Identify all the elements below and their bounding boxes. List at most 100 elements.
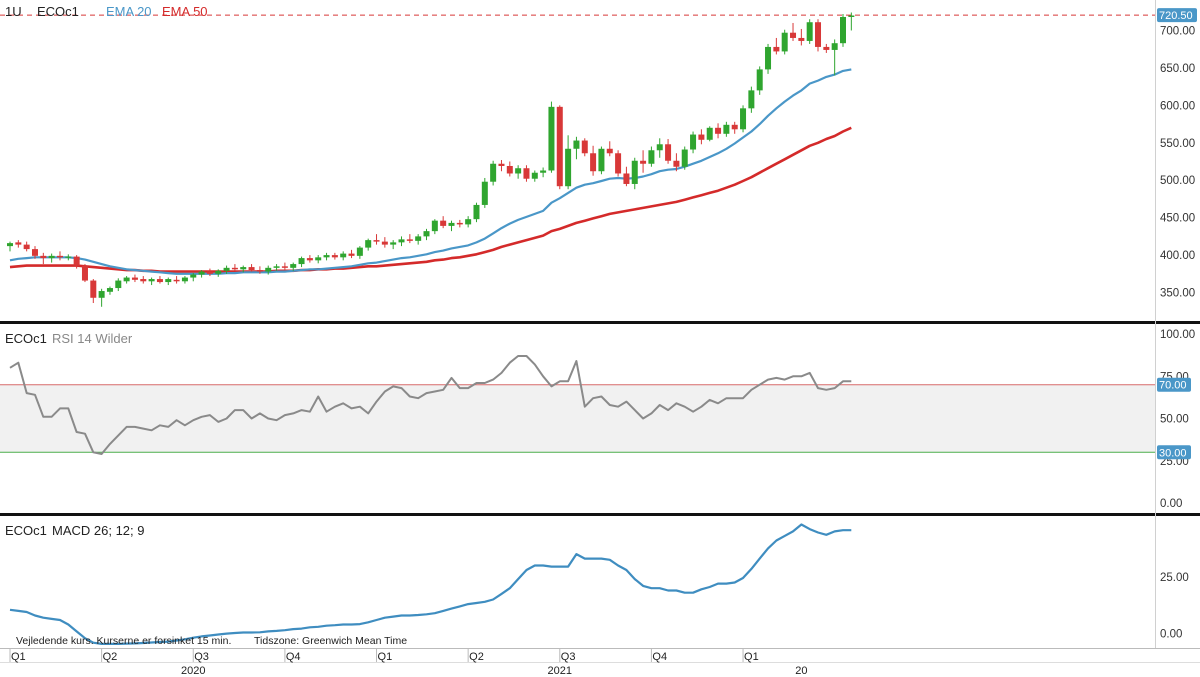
quarter-label: Q2: [103, 651, 118, 663]
candle-down: [590, 145, 597, 176]
timezone-note: Tidszone: Greenwich Mean Time: [254, 635, 407, 647]
candle-body: [540, 170, 547, 173]
candle-up: [223, 265, 230, 274]
rsi-legend-label[interactable]: RSI 14 Wilder: [52, 331, 133, 346]
candle-down: [640, 150, 647, 173]
quarter-label: Q1: [378, 651, 393, 663]
candle-body: [756, 69, 763, 91]
candle-down: [56, 251, 63, 261]
candle-down: [731, 121, 738, 134]
price-y-tick: 700.00: [1160, 25, 1195, 37]
candle-body: [65, 256, 72, 258]
quarter-label: Q2: [469, 651, 484, 663]
price-panel[interactable]: 350.00 400.00 450.00 500.00 550.00 600.00 650.…: [0, 0, 1197, 322]
candle-up: [398, 236, 405, 247]
candle-body: [506, 165, 513, 174]
ema-20-legend[interactable]: EMA 20: [106, 4, 152, 19]
candle-up: [423, 228, 430, 241]
candle-body: [581, 140, 588, 154]
candle-body: [231, 267, 238, 270]
quarter-label: Q1: [744, 651, 759, 663]
price-plot-area[interactable]: [0, 0, 1155, 322]
candle-down: [440, 216, 447, 229]
candle-down: [306, 255, 313, 263]
candle-body: [515, 168, 522, 174]
price-y-tick: 350.00: [1160, 288, 1195, 300]
interval-label[interactable]: 1U: [5, 4, 22, 19]
candle-up: [273, 264, 280, 271]
candle-up: [265, 265, 272, 275]
candle-body: [398, 239, 405, 243]
price-y-tick: 600.00: [1160, 100, 1195, 112]
candle-body: [31, 249, 38, 256]
price-y-tick: 550.00: [1160, 138, 1195, 150]
candle-body: [165, 279, 172, 283]
candle-down: [823, 43, 830, 53]
candle-down: [331, 252, 338, 260]
candle-up: [706, 126, 713, 142]
candle-down: [348, 249, 355, 259]
candle-down: [206, 268, 213, 277]
candle-down: [715, 123, 722, 139]
candle-body: [140, 279, 147, 282]
candle-body: [798, 37, 805, 41]
candle-up: [48, 253, 55, 263]
candle-body: [15, 242, 22, 245]
candle-body: [606, 148, 613, 154]
candle-body: [481, 181, 488, 205]
macd-symbol: ECOc1: [5, 523, 47, 538]
candle-body: [406, 239, 413, 241]
candle-body: [356, 247, 363, 256]
panel-divider[interactable]: [0, 321, 1200, 324]
candle-up: [831, 39, 838, 76]
candle-up: [740, 105, 747, 133]
candle-up: [215, 269, 222, 277]
price-symbol: ECOc1: [37, 4, 79, 19]
candle-up: [540, 167, 547, 178]
candle-body: [340, 253, 347, 258]
candle-down: [81, 264, 88, 283]
candle-up: [123, 276, 130, 284]
candle-body: [331, 255, 338, 258]
candle-down: [373, 234, 380, 245]
candle-down: [506, 161, 513, 177]
price-y-tick: 400.00: [1160, 250, 1195, 262]
candle-body: [648, 150, 655, 164]
ema-50-legend[interactable]: EMA 50: [162, 4, 208, 19]
candle-body: [323, 255, 330, 258]
candle-body: [431, 220, 438, 232]
rsi-upper-label: 70.00: [1159, 380, 1187, 392]
year-label: 20: [795, 665, 807, 677]
candle-down: [90, 279, 97, 304]
candle-up: [290, 262, 297, 271]
candle-body: [681, 149, 688, 167]
candle-body: [173, 279, 180, 282]
macd-legend-label[interactable]: MACD 26; 12; 9: [52, 523, 145, 538]
macd-panel[interactable]: 0.00 25.00 ECOc1 MACD 26; 12; 9 Vejledend…: [5, 523, 1189, 647]
candle-up: [106, 286, 113, 295]
candle-body: [381, 241, 388, 245]
candle-body: [106, 288, 113, 292]
candle-body: [131, 277, 138, 280]
candle-body: [456, 222, 463, 225]
quarter-label: Q1: [11, 651, 26, 663]
macd-y-tick: 25.00: [1160, 572, 1189, 584]
candle-body: [731, 124, 738, 130]
candle-body: [715, 127, 722, 134]
panel-divider[interactable]: [0, 513, 1200, 516]
candle-up: [848, 12, 855, 31]
delay-disclaimer: Vejledende kurs. Kurserne er forsinket 1…: [16, 635, 231, 647]
macd-line: [9, 523, 852, 645]
candle-down: [381, 237, 388, 248]
time-axis[interactable]: Q1 Q2 Q3 Q4 Q1 Q2 Q3 Q4 Q1 2020 2021 20: [0, 648, 1200, 677]
candle-body: [831, 43, 838, 50]
candle-down: [556, 105, 563, 190]
candle-body: [815, 22, 822, 47]
candle-body: [548, 106, 555, 171]
candle-up: [448, 220, 455, 232]
candle-body: [240, 267, 247, 270]
candle-up: [298, 256, 305, 268]
candle-up: [840, 13, 846, 47]
